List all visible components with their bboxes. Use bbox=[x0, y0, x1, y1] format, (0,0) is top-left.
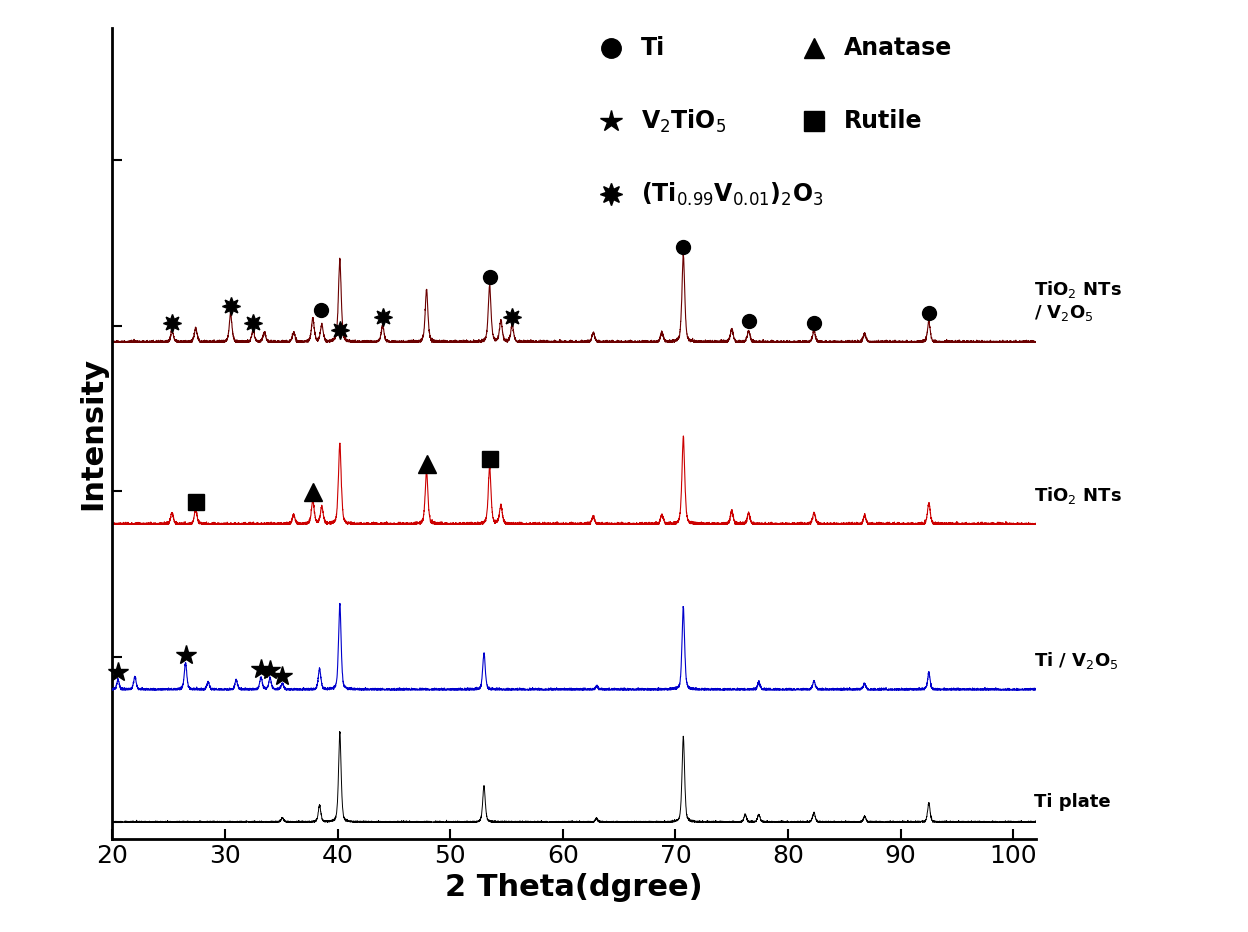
Text: Rutile: Rutile bbox=[844, 109, 922, 133]
Text: (Ti$_{0.99}$V$_{0.01}$)$_2$O$_3$: (Ti$_{0.99}$V$_{0.01}$)$_2$O$_3$ bbox=[640, 181, 824, 208]
Text: Ti plate: Ti plate bbox=[1033, 792, 1111, 811]
Text: TiO$_2$ NTs
/ V$_2$O$_5$: TiO$_2$ NTs / V$_2$O$_5$ bbox=[1033, 279, 1122, 323]
Text: TiO$_2$ NTs: TiO$_2$ NTs bbox=[1033, 485, 1122, 506]
Text: Ti / V$_2$O$_5$: Ti / V$_2$O$_5$ bbox=[1033, 651, 1118, 671]
Text: V$_2$TiO$_5$: V$_2$TiO$_5$ bbox=[640, 107, 726, 135]
X-axis label: 2 Theta(dgree): 2 Theta(dgree) bbox=[446, 873, 703, 902]
Text: Ti: Ti bbox=[640, 36, 665, 61]
Text: Anatase: Anatase bbox=[844, 36, 952, 61]
Y-axis label: Intensity: Intensity bbox=[77, 357, 107, 510]
